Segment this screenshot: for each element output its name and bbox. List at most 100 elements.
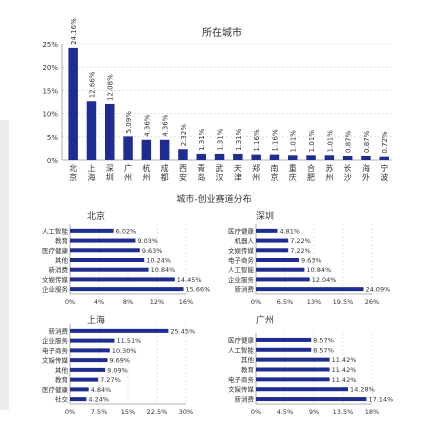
x-tick-label: 杭 <box>142 163 150 173</box>
bar <box>70 328 169 333</box>
panel-title: 上海 <box>87 314 105 326</box>
bar-value-label: 10.24% <box>146 257 171 265</box>
y-tick-label: 其他 <box>55 256 69 265</box>
bar <box>256 277 310 282</box>
bar <box>70 377 99 382</box>
x-tick-label: 州 <box>124 173 132 182</box>
x-tick-label: 4.5% <box>277 408 294 416</box>
y-tick-label: 医疗健康 <box>42 246 69 255</box>
bar-value-label: 4.36% <box>143 114 151 137</box>
y-tick-label: 教育 <box>55 375 69 384</box>
bar-value-label: 5.09% <box>125 111 133 134</box>
bar-value-label: 1.01% <box>326 130 334 153</box>
bar <box>70 277 175 282</box>
y-tick-label: 25% <box>42 41 58 49</box>
x-tick-label: 18% <box>365 408 379 416</box>
y-tick-label: 教育 <box>241 365 255 374</box>
bar-value-label: 8.57% <box>313 336 334 344</box>
y-tick-label: 15% <box>42 87 58 95</box>
x-tick-label: 宁 <box>380 163 388 173</box>
bar <box>361 155 371 160</box>
bar-value-label: 9.69% <box>109 357 130 365</box>
bar <box>342 155 353 160</box>
bar <box>123 136 133 160</box>
bar-value-label: 9.09% <box>107 366 128 374</box>
bar <box>256 347 312 352</box>
x-tick-label: 12% <box>150 298 164 306</box>
x-tick-label: 京 <box>69 172 77 182</box>
bar <box>324 155 335 160</box>
bar-value-label: 10.84% <box>151 266 176 274</box>
bar <box>256 387 349 392</box>
y-tick-label: 人工智能 <box>228 345 255 354</box>
y-tick-label: 新消费 <box>49 265 69 274</box>
x-tick-label: 安 <box>179 172 187 182</box>
y-tick-label: 文娱传媒 <box>42 356 69 365</box>
bar <box>288 155 298 160</box>
bar <box>178 149 188 160</box>
bar-value-label: 1.31% <box>235 128 243 151</box>
bar <box>256 228 278 233</box>
bar-value-label: 10.30% <box>112 347 137 355</box>
x-tick-label: 8% <box>123 298 133 306</box>
x-tick-label: 0% <box>251 298 261 306</box>
bar <box>70 397 87 402</box>
y-tick-label: 10% <box>42 111 58 119</box>
bar <box>70 248 140 253</box>
bar-value-label: 4.84% <box>91 386 112 394</box>
y-tick-label: 企业服务 <box>228 275 255 284</box>
bar <box>233 153 243 160</box>
bar <box>141 139 152 160</box>
x-tick-label: 波 <box>380 172 388 182</box>
bar <box>306 155 316 160</box>
bar-value-label: 6.02% <box>116 227 137 235</box>
x-tick-label: 0% <box>65 298 75 306</box>
x-tick-label: 津 <box>234 172 242 182</box>
bar <box>86 101 97 160</box>
bar <box>256 238 289 243</box>
y-tick-label: 教育 <box>55 236 69 245</box>
bar-value-label: 24.09% <box>365 286 390 294</box>
section-heading: 城市-创业赛道分布 <box>176 193 251 205</box>
x-tick-label: 州 <box>142 173 150 182</box>
bar-value-label: 4.36% <box>162 114 170 137</box>
bar-value-label: 2.32% <box>180 124 188 147</box>
x-tick-label: 16% <box>179 298 193 306</box>
y-tick-label: 新消费 <box>49 326 69 335</box>
x-tick-label: 深 <box>106 164 114 173</box>
y-tick-label: 社交 <box>55 395 69 404</box>
x-tick-label: 西 <box>179 164 187 173</box>
bar-value-label: 4.81% <box>279 227 300 235</box>
bar <box>105 103 115 160</box>
bar <box>70 348 110 353</box>
bar-value-label: 12.08% <box>107 74 115 101</box>
panel-title: 北京 <box>87 210 105 222</box>
bar <box>251 154 261 160</box>
x-tick-label: 沙 <box>344 173 352 182</box>
y-tick-label: 企业服务 <box>42 336 69 345</box>
x-tick-label: 22.5% <box>147 408 168 416</box>
x-tick-label: 都 <box>161 173 169 182</box>
bar <box>70 338 115 343</box>
y-tick-label: 文娱传媒 <box>42 275 69 284</box>
bar-value-label: 11.42% <box>332 356 357 364</box>
x-tick-label: 0% <box>251 408 261 416</box>
x-tick-label: 30% <box>179 408 193 416</box>
x-tick-label: 海 <box>87 172 95 182</box>
x-tick-label: 青 <box>197 163 205 173</box>
x-tick-label: 外 <box>362 172 370 182</box>
x-tick-label: 19.5% <box>333 298 354 306</box>
bar-value-label: 17.14% <box>368 396 393 404</box>
x-tick-label: 圳 <box>106 172 114 182</box>
bar <box>379 156 389 160</box>
x-tick-label: 6.5% <box>277 298 294 306</box>
panel-title: 深圳 <box>256 211 274 222</box>
bar-value-label: 14.45% <box>177 276 202 284</box>
bar-value-label: 11.42% <box>332 366 357 374</box>
bar <box>70 238 136 243</box>
bar-value-label: 11.42% <box>332 376 357 384</box>
x-tick-label: 南 <box>270 163 278 173</box>
bar-value-label: 8.57% <box>313 346 334 354</box>
y-tick-label: 人工智能 <box>228 265 255 274</box>
